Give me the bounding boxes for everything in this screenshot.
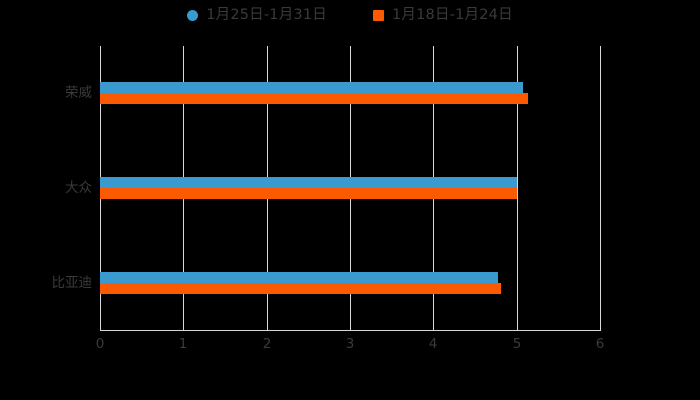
x-axis-tick-0: 0 (95, 336, 105, 352)
x-axis-tick-1: 1 (178, 336, 188, 352)
bar-category-2-series-1[interactable] (100, 283, 501, 294)
legend-item-series-0[interactable]: 1月25日-1月31日 (187, 8, 327, 23)
legend-marker-square-icon (373, 9, 384, 21)
bar-category-0-series-1[interactable] (100, 93, 529, 104)
plot-area (100, 46, 601, 330)
x-axis-tick-2: 2 (262, 336, 272, 352)
bar-category-1-series-0[interactable] (100, 177, 517, 188)
x-axis-tick-5: 5 (512, 336, 522, 352)
bar-category-1-series-1[interactable] (100, 188, 517, 199)
x-axis-tick-4: 4 (428, 336, 438, 352)
x-axis-tick-6: 6 (595, 336, 605, 352)
y-axis-label-category-2: 比亚迪 (51, 275, 93, 291)
legend-label-series-0: 1月25日-1月31日 (206, 7, 327, 23)
chart-legend: 1月25日-1月31日 1月18日-1月24日 (0, 8, 700, 23)
legend-marker-circle-icon (187, 9, 199, 21)
gridline-5 (517, 46, 518, 330)
legend-label-series-1: 1月18日-1月24日 (392, 7, 513, 23)
legend-item-series-1[interactable]: 1月18日-1月24日 (373, 8, 513, 23)
y-axis-label-category-1: 大众 (65, 180, 92, 196)
bar-category-2-series-0[interactable] (100, 272, 498, 283)
gridline-6 (600, 46, 601, 330)
x-axis-tick-3: 3 (345, 336, 355, 352)
x-axis-line (100, 330, 601, 331)
y-axis-label-category-0: 荣威 (65, 85, 92, 101)
bar-category-0-series-0[interactable] (100, 82, 524, 93)
